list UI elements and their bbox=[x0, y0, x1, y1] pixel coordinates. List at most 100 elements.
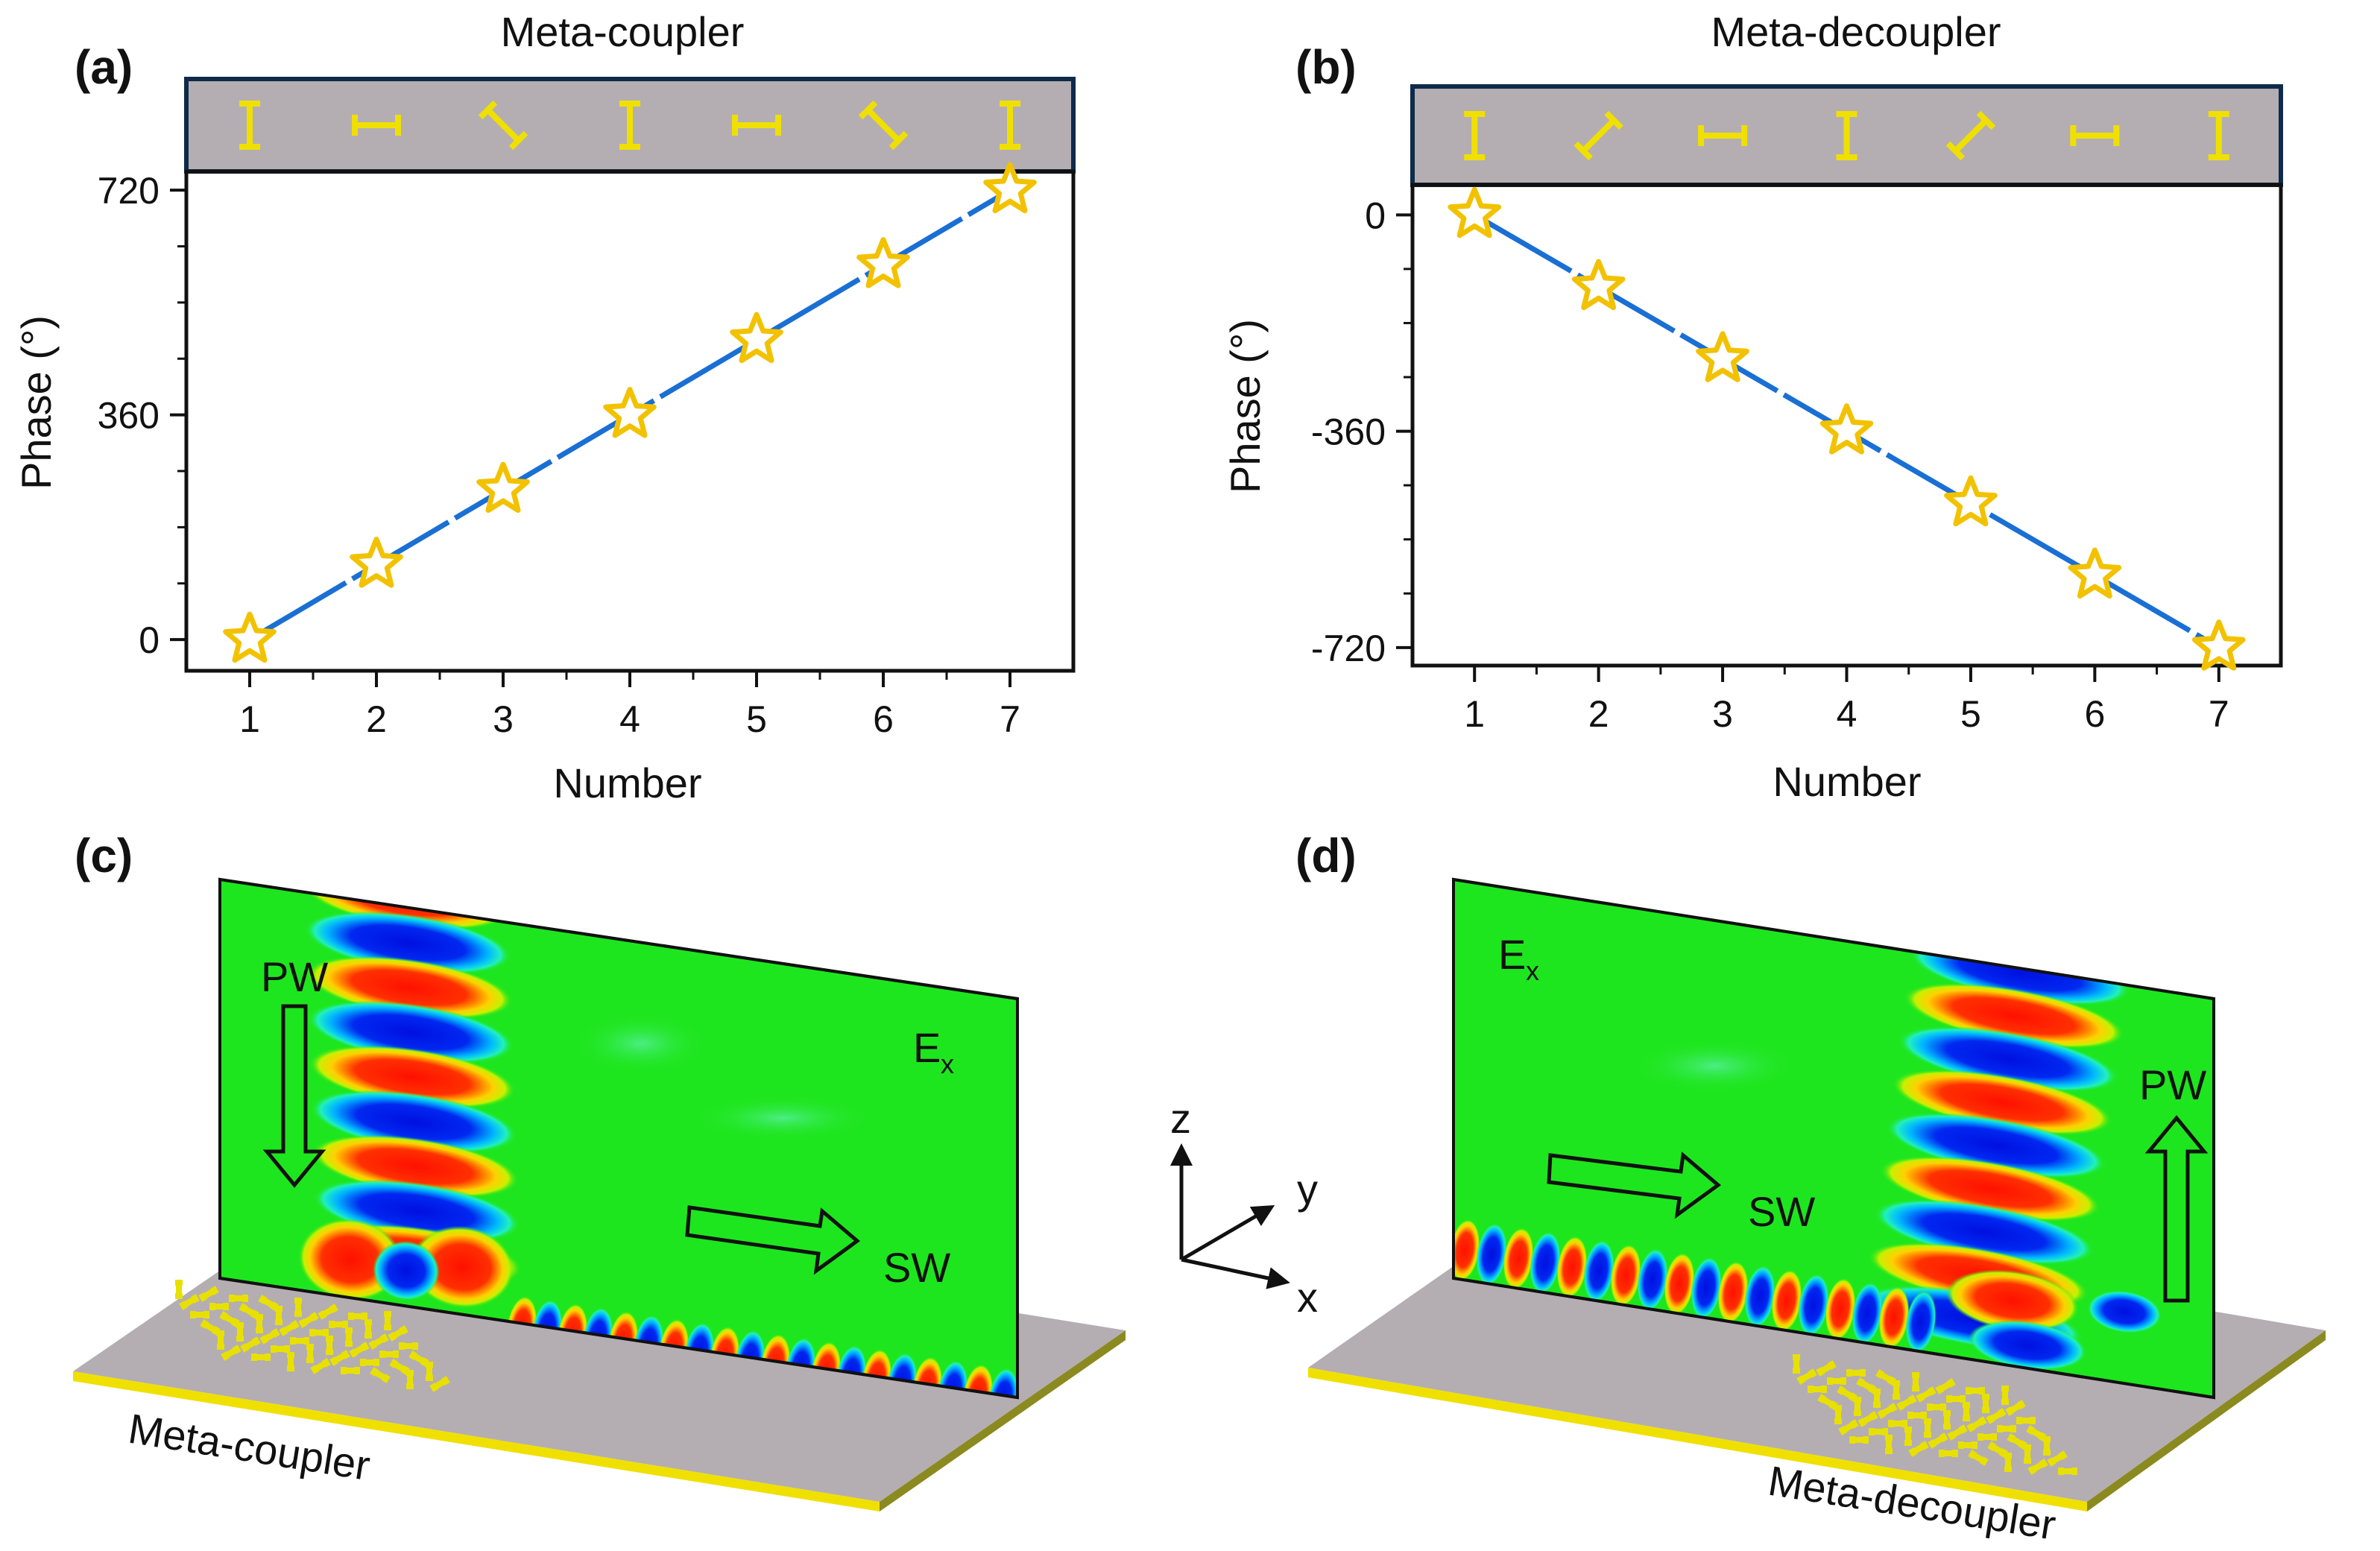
meta-element-c-38-cap-bottom bbox=[389, 1359, 399, 1368]
meta-element-c-36 bbox=[329, 1350, 350, 1366]
meta-element-d-27 bbox=[1907, 1412, 1927, 1419]
field-label-c: E x bbox=[913, 1024, 954, 1079]
meta-element-d-22 bbox=[1986, 1408, 2007, 1424]
strip-element-1-1-bar bbox=[1581, 118, 1616, 154]
strip-element-0-1 bbox=[352, 115, 401, 136]
strip-element-0-4 bbox=[732, 115, 781, 136]
meta-element-c-12-cap-top bbox=[309, 1312, 319, 1321]
series-b bbox=[1448, 186, 2246, 671]
substrate-edge-side-c bbox=[880, 1330, 1126, 1511]
panel-label-d: (d) bbox=[1295, 829, 1357, 882]
meta-element-c-13 bbox=[329, 1321, 348, 1328]
meta-element-d-29-cap-bottom bbox=[1966, 1423, 1976, 1432]
meta-element-c-8-cap-top bbox=[190, 1294, 200, 1304]
pw-arrow-d bbox=[2144, 1115, 2209, 1303]
field-d-sw-15 bbox=[1852, 1282, 1883, 1345]
meta-element-d-38-cap-bottom bbox=[2007, 1433, 2016, 1443]
meta-element-d-18 bbox=[1873, 1389, 1881, 1408]
data-point-0-1 bbox=[350, 537, 403, 588]
meta-element-c-15 bbox=[388, 1325, 408, 1342]
xlabel-a: Number bbox=[553, 759, 701, 806]
meta-element-d-50 bbox=[1908, 1441, 1929, 1457]
strip-element-1-0 bbox=[1464, 111, 1486, 160]
field-d-sw-13 bbox=[1798, 1274, 1829, 1336]
field-label-d-sub: x bbox=[1526, 955, 1539, 986]
meta-element-c-45-cap-bottom bbox=[370, 1367, 379, 1377]
meta-element-d-40-cap-bottom bbox=[1838, 1426, 1848, 1435]
meta-element-c-15-cap-top bbox=[399, 1325, 408, 1335]
sw-label-c: SW bbox=[883, 1244, 950, 1291]
data-point-0-5 bbox=[856, 237, 910, 288]
meta-element-c-42 bbox=[287, 1352, 294, 1371]
strip-element-1-6 bbox=[2208, 111, 2229, 160]
meta-element-d-22-cap-bottom bbox=[1986, 1415, 1995, 1424]
meta-element-c-12 bbox=[298, 1312, 319, 1328]
meta-element-d-1-cap-bottom bbox=[1816, 1367, 1825, 1377]
meta-element-d-8-cap-top bbox=[1808, 1368, 1817, 1378]
sw-label-d: SW bbox=[1748, 1188, 1815, 1235]
meta-element-c-2 bbox=[229, 1295, 248, 1302]
field-d-sw-7 bbox=[1637, 1248, 1668, 1311]
meta-element-d-11 bbox=[1893, 1380, 1900, 1400]
chart-title-b: Meta-decoupler bbox=[1711, 8, 2001, 55]
panel-c-scene: (c) PW SW E x Meta-coupler bbox=[73, 829, 1126, 1511]
strip-b-elements bbox=[1464, 110, 2229, 161]
meta-element-d-22-cap-top bbox=[1997, 1408, 2007, 1418]
meta-element-c-3-cap-bottom bbox=[258, 1295, 268, 1304]
meta-element-c-7 bbox=[384, 1311, 391, 1330]
xtick-label-1-5: 6 bbox=[2084, 693, 2105, 735]
meta-element-c-34 bbox=[271, 1345, 290, 1353]
meta-element-c-43-cap-bottom bbox=[310, 1365, 320, 1374]
field-d-sw-17 bbox=[1905, 1290, 1936, 1353]
meta-element-d-30 bbox=[1997, 1425, 2016, 1432]
ylabel-a: Phase (°) bbox=[13, 315, 60, 490]
field-d-wavefront-1 bbox=[1904, 983, 2124, 1049]
triad-x-label: x bbox=[1297, 1274, 1318, 1321]
meta-element-c-26 bbox=[259, 1328, 280, 1345]
meta-element-c-3-cap-top bbox=[269, 1301, 279, 1311]
meta-element-c-10-cap-bottom bbox=[239, 1303, 248, 1312]
meta-element-d-45-cap-top bbox=[1998, 1448, 2008, 1458]
data-point-1-4 bbox=[1944, 475, 1998, 527]
data-point-1-6 bbox=[2191, 619, 2246, 671]
meta-element-d-10-cap-bottom bbox=[1856, 1377, 1866, 1387]
sw-arrow-d bbox=[1547, 1152, 1722, 1219]
meta-element-c-40-cap-bottom bbox=[221, 1351, 230, 1361]
strip-element-1-1-cap-bottom bbox=[1573, 141, 1593, 161]
meta-element-c-27 bbox=[290, 1337, 309, 1345]
substrate-edge-front-c bbox=[73, 1371, 880, 1511]
meta-element-c-40 bbox=[221, 1345, 242, 1361]
meta-element-c-22-cap-bottom bbox=[368, 1340, 378, 1350]
meta-element-d-45 bbox=[1987, 1441, 2008, 1458]
strip-element-0-5-cap-bottom bbox=[858, 100, 878, 120]
meta-element-c-20 bbox=[309, 1329, 329, 1336]
meta-element-d-36-cap-top bbox=[1958, 1424, 1968, 1434]
meta-element-d-45-cap-bottom bbox=[1987, 1441, 1997, 1451]
meta-element-c-44 bbox=[341, 1367, 360, 1374]
meta-element-d-5-cap-bottom bbox=[1935, 1385, 1945, 1394]
meta-element-d-1-cap-top bbox=[1827, 1360, 1837, 1370]
meta-element-d-42 bbox=[1904, 1427, 1912, 1446]
meta-element-c-21 bbox=[345, 1327, 353, 1347]
meta-element-c-15-cap-bottom bbox=[388, 1332, 397, 1342]
meta-element-d-32 bbox=[1834, 1405, 1842, 1424]
meta-element-d-36 bbox=[1947, 1424, 1968, 1441]
xtick-label-1-0: 1 bbox=[1464, 693, 1485, 735]
data-point-1-5 bbox=[2068, 547, 2122, 599]
meta-element-c-19-cap-bottom bbox=[279, 1327, 288, 1336]
meta-element-c-8 bbox=[179, 1294, 200, 1310]
meta-element-c-1-cap-top bbox=[209, 1286, 219, 1295]
meta-element-c-33 bbox=[240, 1336, 261, 1353]
strip-element-1-4-cap-bottom bbox=[1945, 141, 1966, 161]
field-d-sw-5 bbox=[1583, 1239, 1614, 1303]
meta-element-c-36-cap-top bbox=[341, 1350, 350, 1359]
meta-element-d-16 bbox=[1808, 1386, 1827, 1393]
strip-element-1-1-cap-top bbox=[1604, 110, 1623, 130]
data-point-1-1 bbox=[1571, 259, 1626, 311]
xtick-label-0-3: 4 bbox=[619, 698, 640, 740]
field-c-sw-19 bbox=[988, 1368, 1017, 1397]
meta-element-d-38 bbox=[2007, 1433, 2027, 1450]
strip-element-0-6 bbox=[1000, 101, 1020, 150]
strip-element-0-5-cap-top bbox=[888, 130, 909, 151]
triad-z-label: z bbox=[1170, 1095, 1191, 1142]
